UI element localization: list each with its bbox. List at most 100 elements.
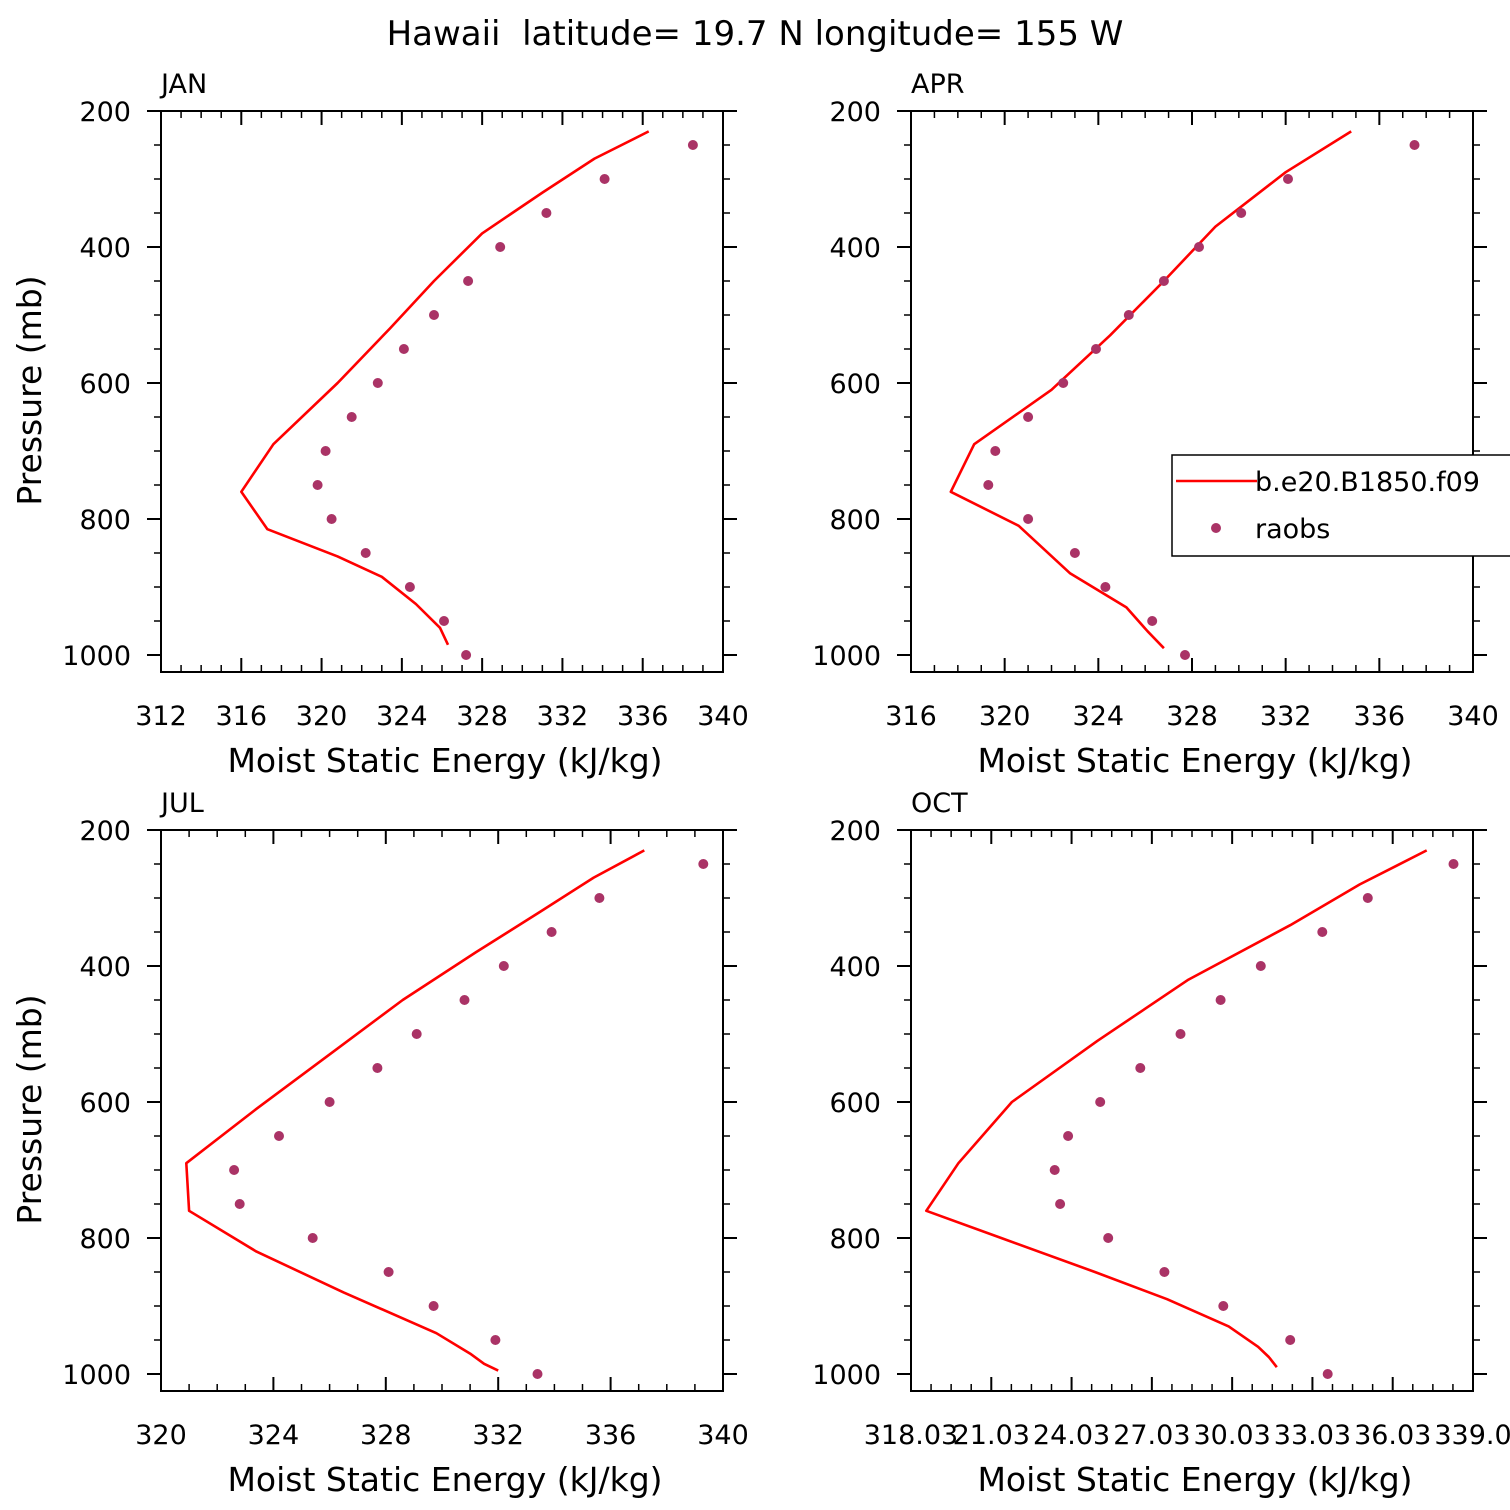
x-tick-label: 24.03 (1033, 1420, 1110, 1451)
x-tick-label: 340 (697, 701, 749, 732)
legend-model-label: b.e20.B1850.f09 (1255, 467, 1480, 498)
obs-point (495, 242, 506, 252)
obs-point (372, 378, 383, 388)
obs-point (687, 140, 698, 150)
x-axis-label: Moist Static Energy (kJ/kg) (227, 741, 662, 780)
x-tick-label: 318.03 (864, 1420, 958, 1451)
x-tick-label: 316 (885, 701, 937, 732)
obs-point (1123, 310, 1134, 320)
y-tick-label: 800 (829, 1224, 881, 1255)
obs-point (541, 208, 552, 218)
obs-point (1322, 1369, 1333, 1379)
obs-point (1023, 412, 1034, 422)
x-tick-label: 33.03 (1274, 1420, 1351, 1451)
obs-point (1091, 344, 1101, 354)
y-tick-label: 400 (829, 952, 881, 983)
y-tick-label: 1000 (812, 1360, 881, 1391)
x-tick-label: 332 (1260, 701, 1312, 732)
x-tick-label: 320 (135, 1420, 187, 1451)
obs-point (274, 1131, 284, 1141)
x-tick-label: 328 (1166, 701, 1218, 732)
obs-point (1283, 174, 1293, 184)
y-axis-label: Pressure (mb) (10, 275, 49, 505)
obs-point (1095, 1097, 1106, 1107)
y-tick-label: 600 (79, 1088, 131, 1119)
x-tick-label: 332 (537, 701, 589, 732)
panel-jul: JUL 320 324 328 332 336 340 200 400 600 800 1000 Moi… (10, 788, 749, 1499)
x-axis-label: Moist Static Energy (kJ/kg) (977, 741, 1412, 780)
x-axis-label: Moist Static Energy (kJ/kg) (227, 1460, 662, 1499)
panels: JAN 312 316 320 324 328 332 336 340 200 400 600 800 1… (10, 69, 1510, 1499)
obs-point (324, 1097, 335, 1107)
obs-point (383, 1267, 394, 1277)
obs-point (461, 650, 472, 660)
obs-point (234, 1199, 245, 1209)
figure-title: Hawaii latitude= 19.7 N longitude= 155 W (387, 14, 1124, 54)
x-tick-label: 339.0 (1434, 1420, 1510, 1451)
obs-point (312, 480, 323, 490)
x-tick-label: 324 (1073, 701, 1125, 732)
x-tick-label: 336 (585, 1420, 637, 1451)
x-tick-label: 324 (376, 701, 428, 732)
x-tick-label: 21.03 (953, 1420, 1030, 1451)
x-tick-label: 328 (360, 1420, 412, 1451)
obs-point (1103, 1233, 1114, 1243)
obs-point (532, 1369, 543, 1379)
panel-jan: JAN 312 316 320 324 328 332 336 340 200 400 600 800 1… (10, 69, 749, 780)
model-line (924, 849, 1428, 1369)
x-tick-label: 320 (979, 701, 1031, 732)
obs-point (698, 859, 709, 869)
obs-point (346, 412, 357, 422)
x-tick-label: 27.03 (1113, 1420, 1190, 1451)
x-tick-label: 336 (1354, 701, 1406, 732)
obs-point (404, 582, 415, 592)
y-tick-label: 200 (79, 816, 131, 847)
obs-point (428, 1301, 439, 1311)
y-tick-label: 1000 (62, 641, 131, 672)
model-line (185, 849, 645, 1372)
x-axis-label: Moist Static Energy (kJ/kg) (977, 1460, 1412, 1499)
x-tick-label: 340 (697, 1420, 749, 1451)
panel-label: OCT (911, 788, 968, 819)
obs-point (411, 1029, 422, 1039)
obs-point (546, 927, 557, 937)
obs-point (990, 446, 1001, 456)
panel-label: JUL (159, 788, 204, 819)
obs-point (1023, 514, 1034, 524)
y-tick-label: 1000 (812, 641, 881, 672)
y-tick-label: 400 (79, 952, 131, 983)
obs-point (1255, 961, 1266, 971)
obs-point (498, 961, 509, 971)
y-tick-label: 600 (79, 369, 131, 400)
obs-point (1147, 616, 1158, 626)
obs-point (1180, 650, 1190, 660)
legend-obs-marker (1211, 523, 1221, 533)
legend-obs-label: raobs (1255, 514, 1330, 545)
y-tick-label: 800 (829, 505, 881, 536)
model-line (240, 130, 650, 646)
x-tick-label: 336 (617, 701, 669, 732)
y-tick-label: 400 (829, 233, 881, 264)
obs-point (1159, 1267, 1170, 1277)
panel-label: APR (911, 69, 965, 100)
obs-point (1058, 378, 1069, 388)
y-tick-label: 600 (829, 369, 881, 400)
obs-point (594, 893, 605, 903)
obs-point (398, 344, 409, 354)
panel-apr: APR 316 320 324 328 332 336 340 200 400 600 800 1000… (812, 69, 1498, 780)
obs-point (1285, 1335, 1296, 1345)
x-tick-label: 328 (456, 701, 508, 732)
obs-point (360, 548, 371, 558)
panel-label: JAN (159, 69, 207, 100)
x-tick-label: 320 (296, 701, 348, 732)
x-tick-label: 324 (248, 1420, 300, 1451)
obs-point (599, 174, 610, 184)
x-tick-label: 332 (472, 1420, 524, 1451)
x-tick-label: 312 (135, 701, 187, 732)
x-tick-label: 340 (1447, 701, 1499, 732)
obs-point (1218, 1301, 1229, 1311)
obs-point (463, 276, 474, 286)
obs-point (1069, 548, 1080, 558)
